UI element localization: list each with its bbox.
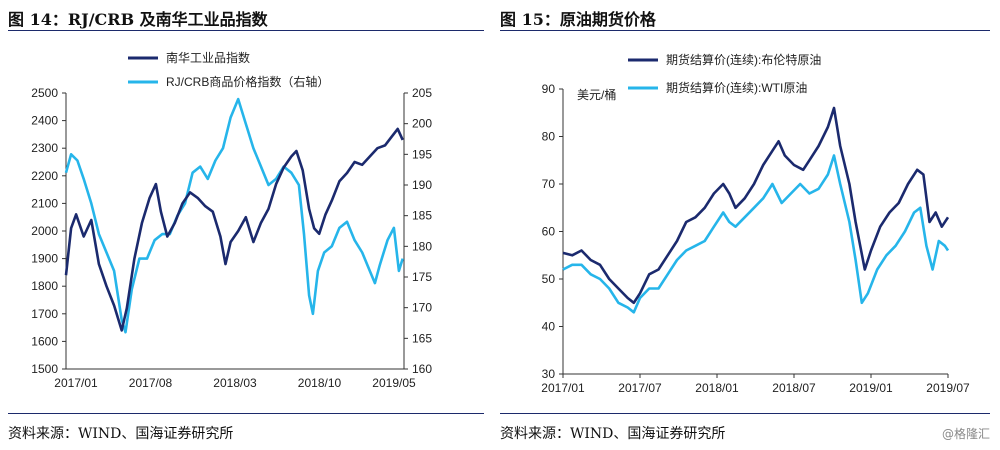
- left-y-tick-label: 1800: [31, 279, 58, 293]
- x-tick-label: 2019/05: [372, 376, 416, 390]
- right-bottom-rule: [500, 413, 990, 414]
- legend-label: 期货结算价(连续):布伦特原油: [666, 52, 821, 67]
- left-y-tick-label: 1900: [31, 252, 58, 266]
- x-tick-label: 2019/07: [926, 381, 970, 395]
- left-y-tick-label: 2400: [31, 114, 58, 128]
- watermark-text: @格隆汇: [941, 427, 990, 441]
- right-y-tick-label: 160: [412, 362, 432, 376]
- legend-label: RJ/CRB商品价格指数（右轴）: [166, 74, 329, 89]
- left-y-tick-label: 1500: [31, 362, 58, 376]
- axis-unit-label: 美元/桶: [577, 87, 616, 102]
- left-source-note: 资料来源：WIND、国海证券研究所: [8, 426, 234, 442]
- right-y-tick-label: 180: [412, 239, 432, 253]
- x-tick-label: 2018/03: [213, 376, 257, 390]
- right-y-tick-label: 175: [412, 270, 432, 284]
- x-tick-label: 2017/08: [129, 376, 173, 390]
- series-line-wti: [562, 154, 950, 314]
- y-tick-label: 80: [542, 130, 556, 144]
- x-tick-label: 2018/10: [298, 376, 342, 390]
- left-figure-title: 图 14：RJ/CRB 及南华工业品指数: [8, 10, 268, 29]
- left-y-tick-label: 2000: [31, 224, 58, 238]
- x-tick-label: 2019/01: [849, 381, 893, 395]
- series-line-nanhua-index: [64, 127, 404, 332]
- y-tick-label: 50: [542, 272, 556, 286]
- x-tick-label: 2017/01: [541, 381, 585, 395]
- right-y-tick-label: 200: [412, 117, 432, 131]
- commodity-index-chart: 2500 2400 2300 2200 2100 2000 1900 1800 1700 1600…: [31, 50, 432, 390]
- y-tick-label: 60: [542, 225, 556, 239]
- right-y-tick-label: 190: [412, 178, 432, 192]
- left-y-tick-label: 1700: [31, 307, 58, 321]
- legend-label: 期货结算价(连续):WTI原油: [666, 80, 807, 95]
- x-tick-label: 2017/07: [618, 381, 662, 395]
- x-tick-label: 2017/01: [54, 376, 98, 390]
- right-y-tick-label: 205: [412, 86, 432, 100]
- left-title-rule: [8, 30, 484, 31]
- y-tick-label: 40: [542, 320, 556, 334]
- right-title-rule: [500, 30, 990, 31]
- x-tick-label: 2018/07: [772, 381, 816, 395]
- left-y-tick-label: 2100: [31, 196, 58, 210]
- right-source-note: 资料来源：WIND、国海证券研究所: [500, 426, 726, 442]
- left-y-tick-label: 2500: [31, 86, 58, 100]
- y-tick-label: 90: [542, 82, 556, 96]
- series-line-brent: [562, 106, 950, 305]
- right-y-tick-label: 165: [412, 331, 432, 345]
- right-y-tick-label: 195: [412, 147, 432, 161]
- legend-label: 南华工业品指数: [166, 50, 250, 65]
- right-y-tick-label: 185: [412, 209, 432, 223]
- right-y-tick-label: 170: [412, 301, 432, 315]
- left-bottom-rule: [8, 413, 484, 414]
- x-tick-label: 2018/01: [695, 381, 739, 395]
- left-y-tick-label: 1600: [31, 334, 58, 348]
- right-figure-title: 图 15：原油期货价格: [500, 10, 656, 29]
- left-y-tick-label: 2300: [31, 141, 58, 155]
- y-tick-label: 30: [542, 367, 556, 381]
- left-y-tick-label: 2200: [31, 169, 58, 183]
- y-tick-label: 70: [542, 177, 556, 191]
